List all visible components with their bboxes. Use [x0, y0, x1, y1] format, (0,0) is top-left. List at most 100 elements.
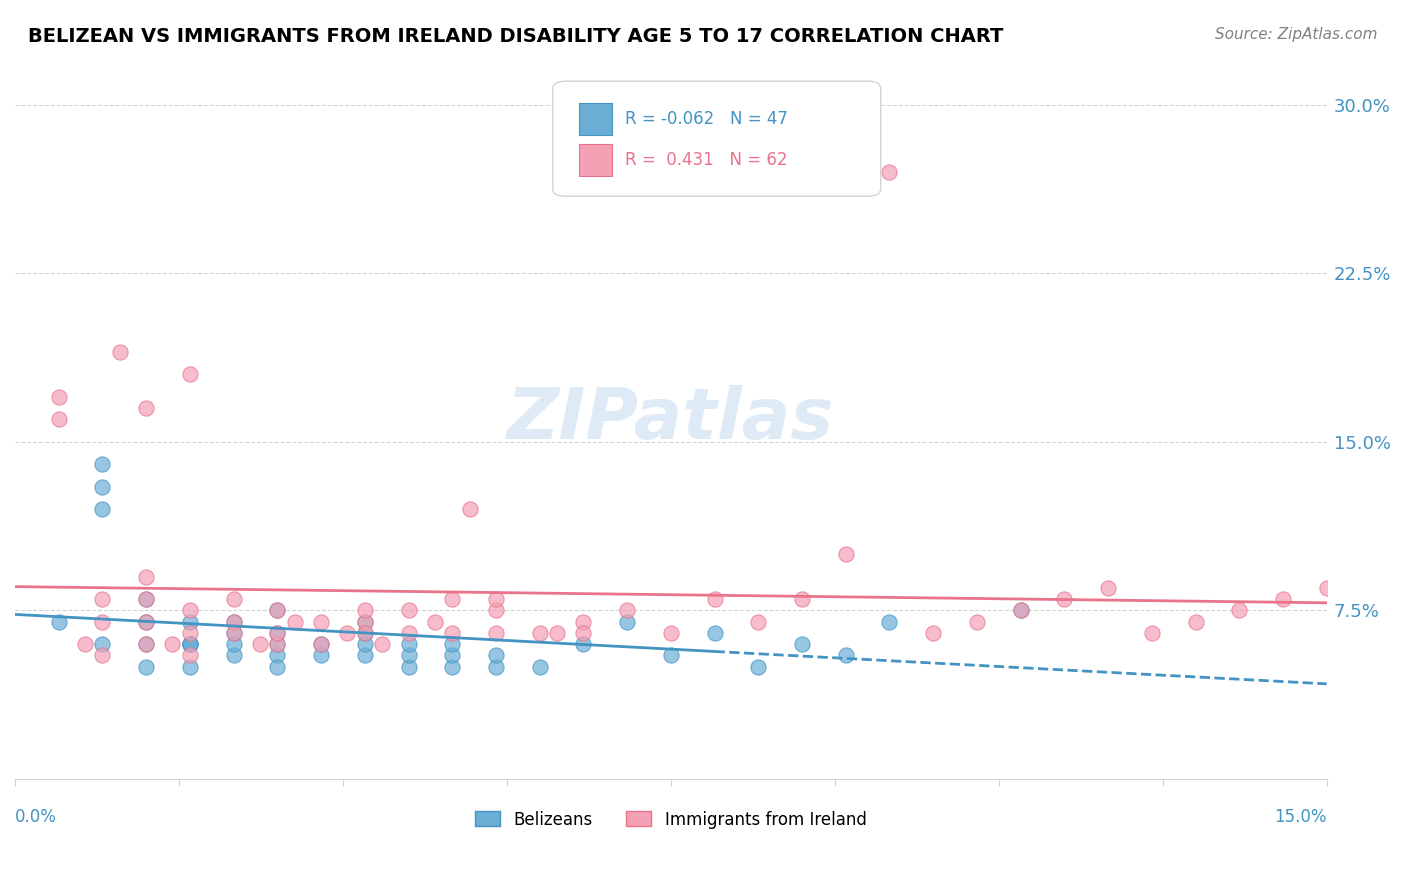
- Point: [485, 592, 508, 607]
- FancyBboxPatch shape: [553, 81, 880, 196]
- Point: [922, 625, 945, 640]
- Point: [135, 401, 157, 415]
- Point: [353, 615, 375, 629]
- Point: [1010, 603, 1032, 617]
- Point: [179, 625, 201, 640]
- Point: [222, 637, 245, 651]
- Point: [529, 659, 551, 673]
- Text: 0.0%: 0.0%: [15, 807, 56, 826]
- Point: [135, 615, 157, 629]
- Point: [659, 625, 682, 640]
- Point: [135, 569, 157, 583]
- Point: [572, 625, 595, 640]
- Point: [485, 659, 508, 673]
- Point: [572, 637, 595, 651]
- Text: Source: ZipAtlas.com: Source: ZipAtlas.com: [1215, 27, 1378, 42]
- Point: [179, 637, 201, 651]
- Point: [790, 592, 813, 607]
- Point: [135, 637, 157, 651]
- Point: [179, 615, 201, 629]
- Point: [398, 625, 420, 640]
- Point: [249, 637, 271, 651]
- Point: [353, 603, 375, 617]
- Point: [1097, 581, 1119, 595]
- Point: [135, 592, 157, 607]
- Point: [48, 615, 70, 629]
- Point: [353, 625, 375, 640]
- Point: [835, 648, 858, 663]
- Point: [616, 603, 638, 617]
- Point: [266, 637, 288, 651]
- Point: [179, 648, 201, 663]
- Point: [659, 648, 682, 663]
- Point: [179, 637, 201, 651]
- Point: [222, 648, 245, 663]
- Point: [91, 502, 114, 516]
- Point: [135, 615, 157, 629]
- Point: [284, 615, 307, 629]
- Point: [266, 659, 288, 673]
- Point: [441, 659, 464, 673]
- Point: [48, 412, 70, 426]
- Point: [336, 625, 359, 640]
- Text: R =  0.431   N = 62: R = 0.431 N = 62: [624, 152, 787, 169]
- Point: [266, 603, 288, 617]
- Point: [179, 637, 201, 651]
- Point: [179, 603, 201, 617]
- Text: R = -0.062   N = 47: R = -0.062 N = 47: [624, 111, 787, 128]
- Point: [309, 637, 332, 651]
- Point: [91, 480, 114, 494]
- Point: [91, 592, 114, 607]
- Point: [309, 615, 332, 629]
- Point: [353, 625, 375, 640]
- Point: [222, 592, 245, 607]
- Point: [572, 615, 595, 629]
- Point: [222, 625, 245, 640]
- Point: [179, 368, 201, 382]
- Point: [879, 615, 901, 629]
- Point: [441, 625, 464, 640]
- Point: [485, 625, 508, 640]
- Point: [353, 637, 375, 651]
- Bar: [579, 103, 612, 135]
- Point: [441, 592, 464, 607]
- Point: [266, 625, 288, 640]
- Point: [747, 615, 769, 629]
- Point: [966, 615, 988, 629]
- Point: [458, 502, 481, 516]
- Point: [266, 637, 288, 651]
- Point: [179, 659, 201, 673]
- Text: 15.0%: 15.0%: [1274, 807, 1327, 826]
- Point: [1316, 581, 1339, 595]
- Point: [91, 637, 114, 651]
- Point: [879, 165, 901, 179]
- Point: [222, 615, 245, 629]
- Point: [398, 603, 420, 617]
- Point: [73, 637, 96, 651]
- Point: [1227, 603, 1250, 617]
- Bar: [579, 144, 612, 176]
- Point: [423, 615, 446, 629]
- Point: [616, 615, 638, 629]
- Point: [703, 592, 725, 607]
- Point: [266, 603, 288, 617]
- Text: BELIZEAN VS IMMIGRANTS FROM IRELAND DISABILITY AGE 5 TO 17 CORRELATION CHART: BELIZEAN VS IMMIGRANTS FROM IRELAND DISA…: [28, 27, 1004, 45]
- Point: [91, 648, 114, 663]
- Point: [398, 659, 420, 673]
- Point: [91, 457, 114, 471]
- Point: [1271, 592, 1294, 607]
- Point: [91, 615, 114, 629]
- Point: [1053, 592, 1076, 607]
- Point: [441, 648, 464, 663]
- Point: [703, 625, 725, 640]
- Point: [48, 390, 70, 404]
- Point: [353, 648, 375, 663]
- Point: [108, 344, 131, 359]
- Point: [222, 615, 245, 629]
- Point: [1140, 625, 1163, 640]
- Legend: Belizeans, Immigrants from Ireland: Belizeans, Immigrants from Ireland: [468, 804, 873, 835]
- Point: [398, 637, 420, 651]
- Point: [441, 637, 464, 651]
- Text: ZIPatlas: ZIPatlas: [508, 384, 835, 454]
- Point: [546, 625, 568, 640]
